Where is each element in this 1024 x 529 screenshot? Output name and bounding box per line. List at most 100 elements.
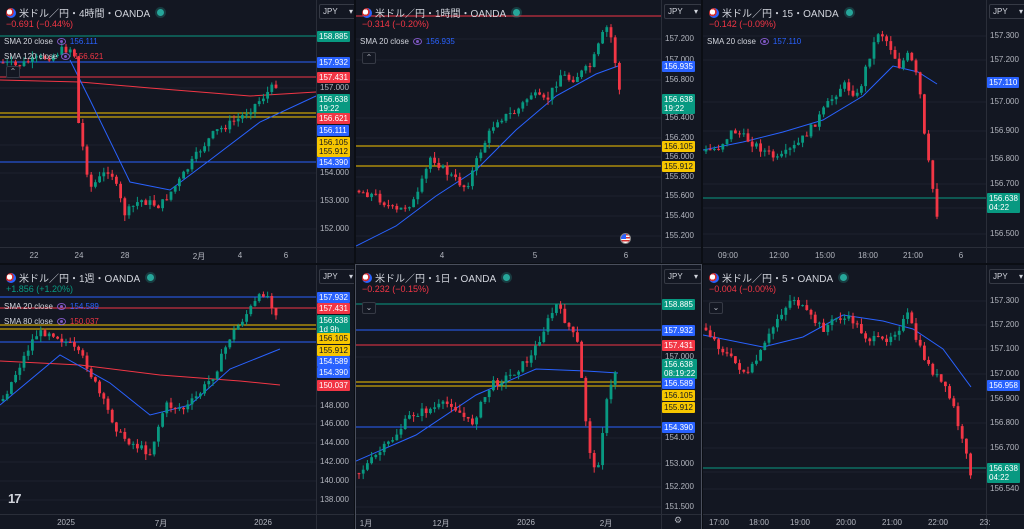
candle-body <box>26 350 30 356</box>
candle-body <box>960 426 964 439</box>
chart-header[interactable]: 米ドル／円・15・OANDA <box>709 5 853 20</box>
chart-panel-6[interactable]: 米ドル／円・5・OANDA −0.004 (−0.00%) ⌄ JPY ▾ 157.300… <box>703 265 1024 529</box>
candle-body <box>165 199 169 201</box>
candle-body <box>391 205 394 207</box>
symbol-title[interactable]: 米ドル／円・1日・OANDA <box>375 274 497 285</box>
candle-body <box>851 316 855 324</box>
chart-panel-1[interactable]: 米ドル／円・4時間・OANDA −0.691 (−0.44%) SMA 20 clo… <box>0 0 354 263</box>
candle-body <box>433 407 436 409</box>
price-tick-label: 156.800 <box>990 418 1019 427</box>
time-axis-label: 19:00 <box>789 518 811 527</box>
currency-button[interactable]: JPY ▾ <box>989 269 1024 284</box>
indicator-legend[interactable]: SMA 120 close 156.621 <box>4 52 103 61</box>
chart-panel-3[interactable]: 米ドル／円・15・OANDA −0.142 (−0.09%) SMA 20 clos… <box>703 0 1024 263</box>
chart-panel-2[interactable]: 米ドル／円・1時間・OANDA −0.314 (−0.20%) SMA 20 clo… <box>356 0 701 263</box>
candle-body <box>801 305 804 307</box>
chart-panel-5[interactable]: 米ドル／円・1日・OANDA −0.232 (−0.15%) ⌄ JPY ▾ 157.00… <box>355 264 702 529</box>
indicator-legend[interactable]: SMA 20 close 154.589 <box>4 302 99 311</box>
indicator-visibility-icon[interactable] <box>56 303 66 310</box>
candle-body <box>881 34 884 37</box>
candle-body <box>85 355 89 369</box>
candle-body <box>450 403 453 407</box>
candle-body <box>257 294 261 302</box>
candlestick-plot[interactable] <box>703 265 1024 529</box>
chart-header[interactable]: 米ドル／円・1時間・OANDA <box>362 5 521 20</box>
candle-body <box>923 345 926 360</box>
candle-body <box>851 90 855 96</box>
candle-body <box>106 172 110 174</box>
candle-body <box>441 165 445 168</box>
symbol-title[interactable]: 米ドル／円・1週・OANDA <box>19 274 141 285</box>
indicator-legend[interactable]: SMA 20 close 157.110 <box>707 37 801 46</box>
currency-button[interactable]: JPY ▾ <box>664 4 701 19</box>
indicator-visibility-icon[interactable] <box>56 38 66 45</box>
symbol-title[interactable]: 米ドル／円・1時間・OANDA <box>375 9 507 20</box>
candle-body <box>115 422 118 432</box>
chart-header[interactable]: 米ドル／円・1週・OANDA <box>6 270 155 285</box>
candle-body <box>809 309 813 315</box>
candle-body <box>18 65 22 67</box>
price-tick-label: 157.300 <box>990 31 1019 40</box>
candle-body <box>902 60 905 69</box>
candle-body <box>169 191 173 200</box>
chart-header[interactable]: 米ドル／円・5・OANDA <box>709 270 848 285</box>
price-tag-value: 157.110 <box>989 78 1018 87</box>
candle-body <box>914 323 918 340</box>
currency-button[interactable]: JPY ▾ <box>989 4 1024 19</box>
candle-body <box>725 139 729 145</box>
countdown-label: 19:22 <box>319 104 340 113</box>
time-axis-label: 18:00 <box>748 518 770 527</box>
price-tag-value: 154.390 <box>319 368 348 377</box>
candlestick-plot[interactable] <box>0 265 354 529</box>
candle-body <box>81 350 85 356</box>
currency-button[interactable]: JPY ▾ <box>664 269 701 284</box>
candle-body <box>738 363 741 370</box>
market-open-icon <box>147 274 155 281</box>
candle-body <box>274 84 278 88</box>
candlestick-plot[interactable] <box>703 0 1024 263</box>
symbol-title[interactable]: 米ドル／円・5・OANDA <box>722 274 834 285</box>
indicator-visibility-icon[interactable] <box>61 53 71 60</box>
price-tick-label: 156.800 <box>665 75 694 84</box>
chevron-up-icon[interactable]: ⌃ <box>362 52 376 64</box>
indicator-value: 156.621 <box>74 52 104 61</box>
candle-body <box>525 361 529 363</box>
candlestick-plot[interactable] <box>356 0 701 263</box>
indicator-label: SMA 20 close <box>4 37 53 46</box>
symbol-title[interactable]: 米ドル／円・4時間・OANDA <box>19 9 151 20</box>
chevron-down-icon[interactable]: ⌄ <box>709 302 723 314</box>
time-axis-label: 09:00 <box>717 251 739 260</box>
indicator-legend[interactable]: SMA 80 close 150.037 <box>4 317 99 326</box>
candlestick-plot[interactable] <box>0 0 354 263</box>
candle-body <box>437 403 441 408</box>
chevron-up-icon[interactable]: ⌃ <box>6 66 20 78</box>
chevron-down-icon[interactable]: ⌄ <box>362 302 376 314</box>
price-tag: 156.105 <box>662 141 695 152</box>
indicator-visibility-icon[interactable] <box>412 38 422 45</box>
symbol-title[interactable]: 米ドル／円・15・OANDA <box>722 9 839 20</box>
tradingview-logo[interactable]: 17 <box>8 491 22 506</box>
gear-icon[interactable]: ⚙ <box>674 515 683 525</box>
currency-button[interactable]: JPY ▾ <box>319 269 354 284</box>
chart-panel-4[interactable]: 米ドル／円・1週・OANDA +1.856 (+1.20%) SMA 20 clos… <box>0 265 354 529</box>
chart-header[interactable]: 米ドル／円・4時間・OANDA <box>6 5 165 20</box>
candle-body <box>784 307 788 315</box>
candle-body <box>750 363 754 373</box>
sma-short-line <box>356 65 619 247</box>
candlestick-plot[interactable] <box>356 265 701 529</box>
price-tick-label: 138.000 <box>320 495 349 504</box>
candle-body <box>576 332 579 342</box>
currency-label: JPY <box>323 7 338 16</box>
indicator-visibility-icon[interactable] <box>759 38 769 45</box>
candle-body <box>906 312 909 319</box>
price-tick-label: 155.400 <box>665 211 694 220</box>
candle-body <box>750 141 754 147</box>
indicator-legend[interactable]: SMA 20 close 156.935 <box>360 37 455 46</box>
us-event-flag-icon[interactable] <box>620 233 631 244</box>
currency-button[interactable]: JPY ▾ <box>319 4 354 19</box>
indicator-visibility-icon[interactable] <box>56 318 66 325</box>
indicator-legend[interactable]: SMA 20 close 156.111 <box>4 37 98 46</box>
price-tag: 157.431 <box>317 72 350 83</box>
candle-body <box>542 331 546 343</box>
chart-header[interactable]: 米ドル／円・1日・OANDA <box>362 270 511 285</box>
